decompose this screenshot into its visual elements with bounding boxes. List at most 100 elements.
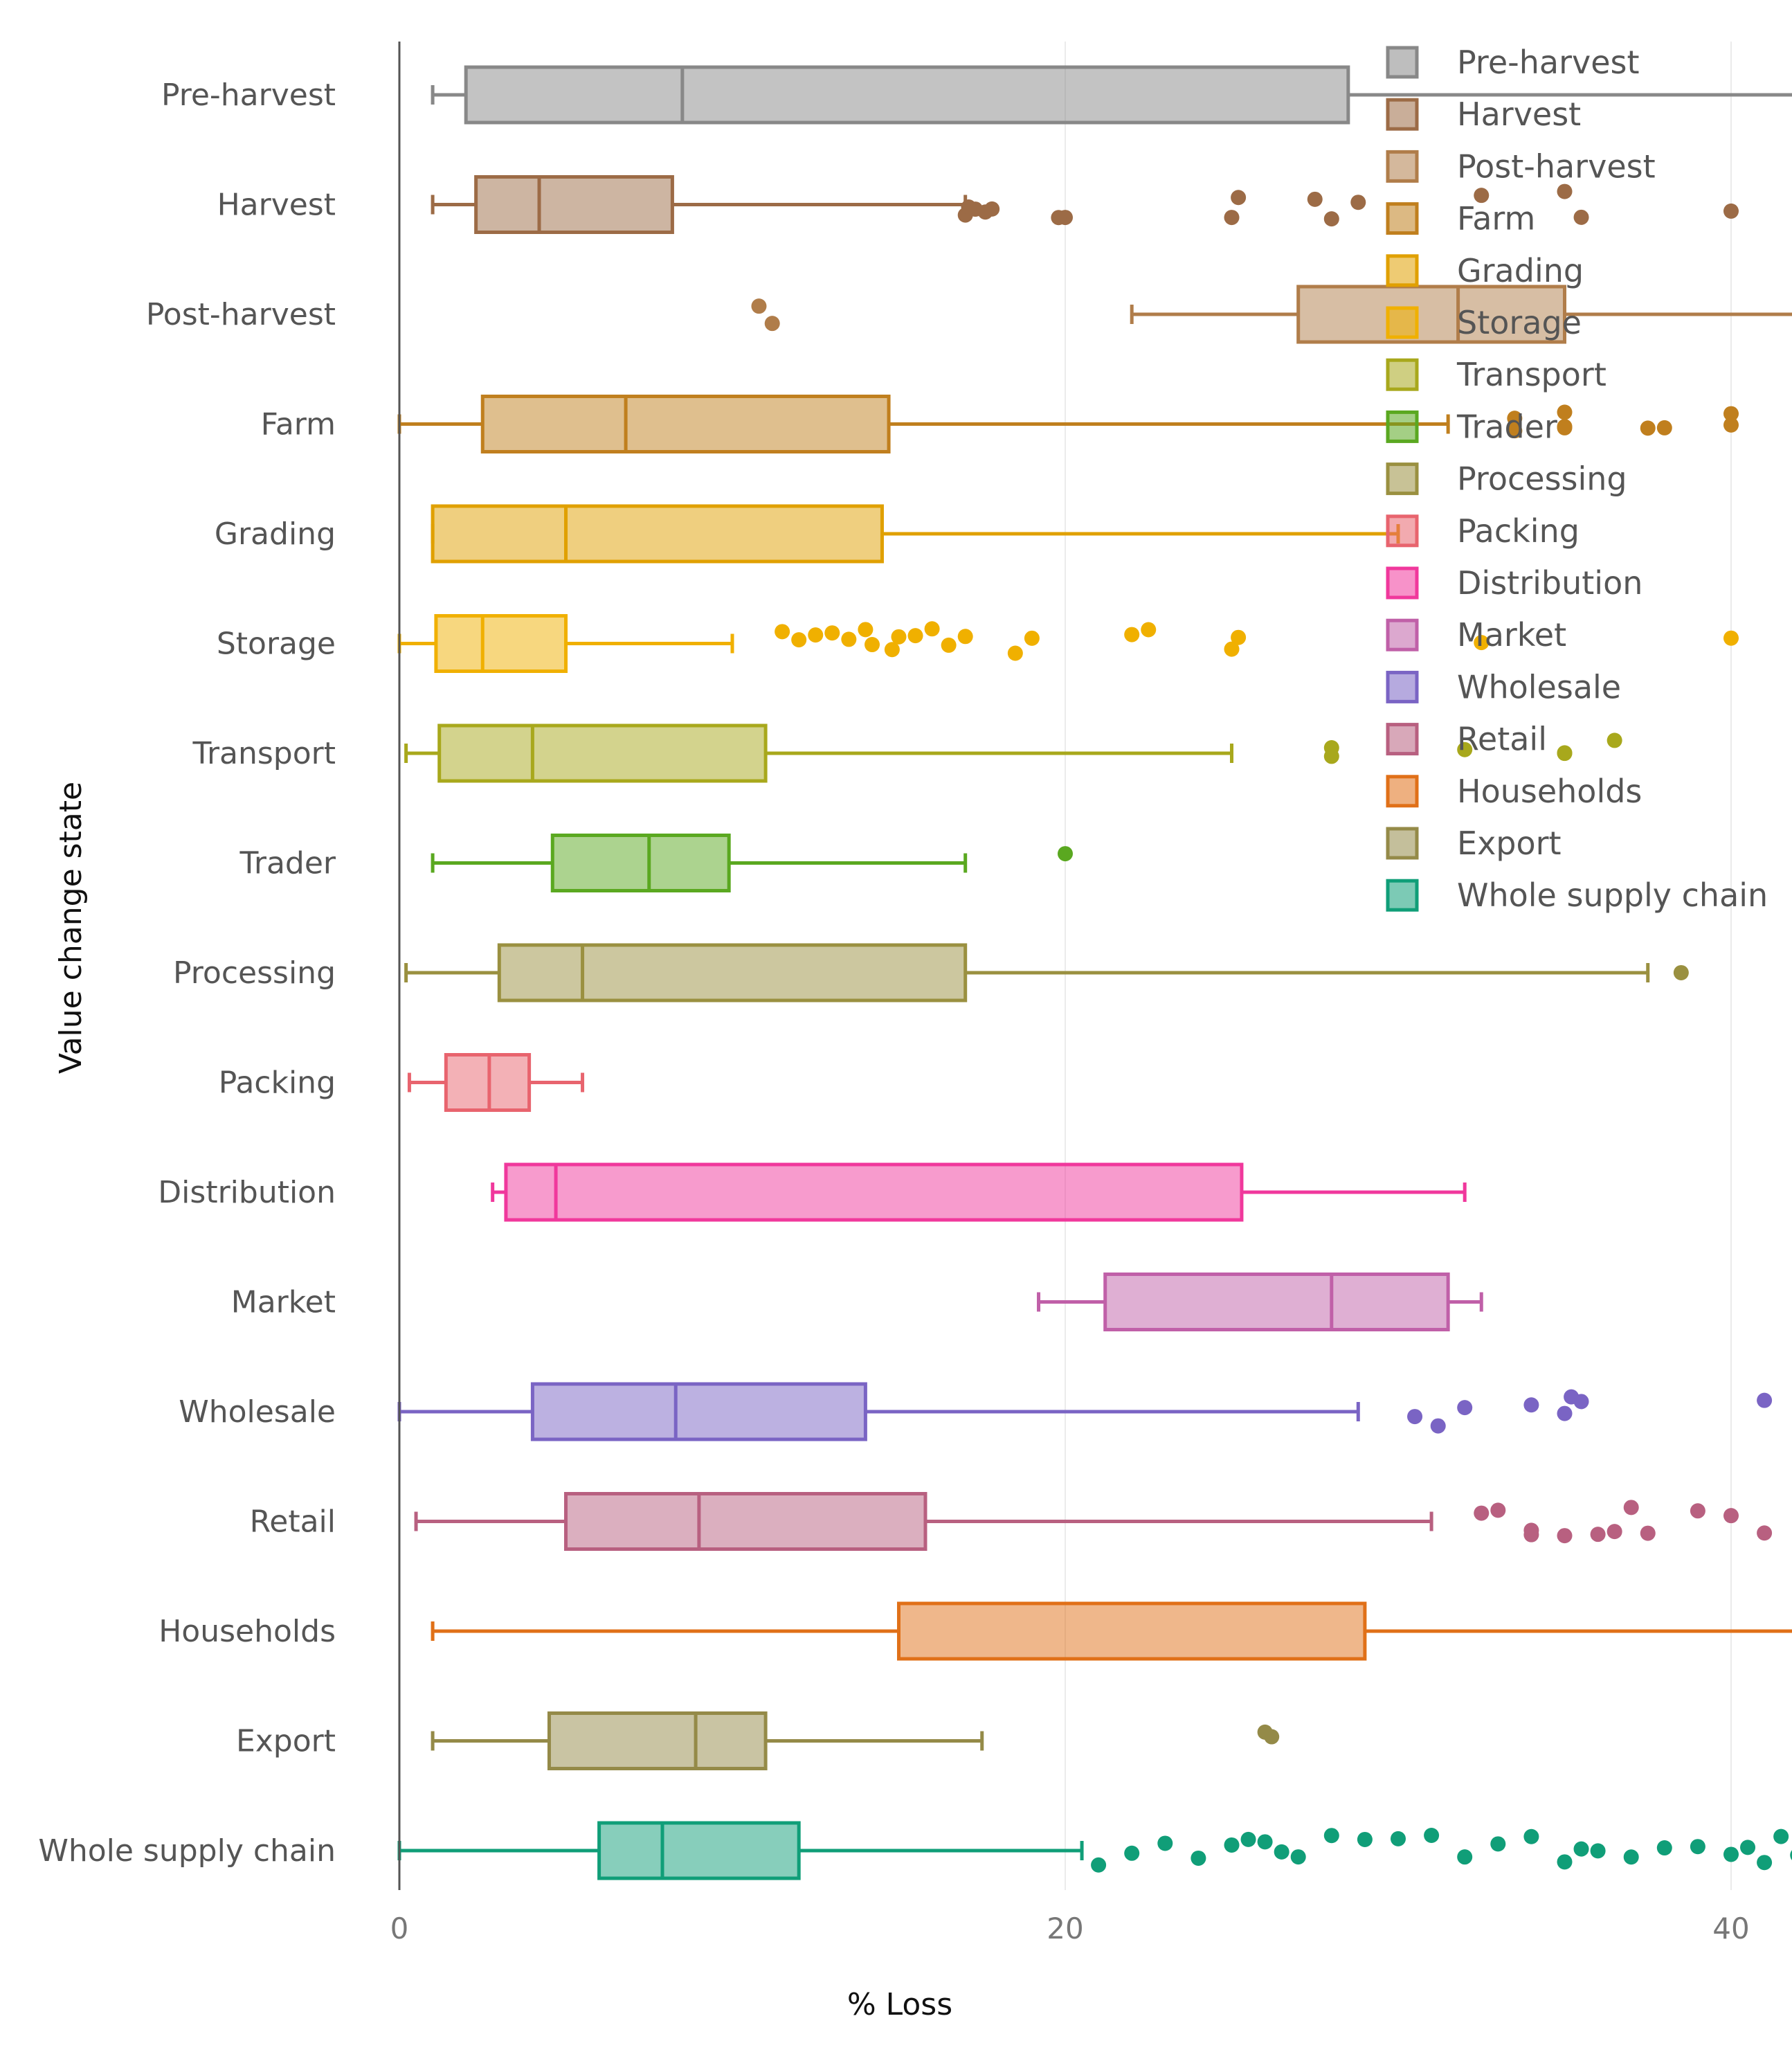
legend-swatch xyxy=(1386,879,1419,912)
legend-item: Trader xyxy=(1386,408,1557,445)
category-label: Households xyxy=(159,1614,336,1649)
legend-swatch xyxy=(1386,827,1419,860)
outlier-point xyxy=(841,631,857,647)
outlier-point xyxy=(1507,423,1523,439)
outlier-point xyxy=(1723,203,1739,219)
x-tick-label: 0 xyxy=(390,1912,409,1945)
category-label: Whole supply chain xyxy=(38,1833,336,1869)
category-label: Export xyxy=(236,1724,336,1759)
outlier-point xyxy=(764,316,780,332)
outlier-point xyxy=(1231,629,1247,645)
box-iqr xyxy=(437,723,768,783)
category-label: Farm xyxy=(261,407,336,442)
legend-swatch xyxy=(1386,670,1419,703)
box-iqr xyxy=(564,1492,927,1551)
box-iqr xyxy=(897,1601,1367,1661)
box-iqr xyxy=(504,1162,1244,1222)
box-iqr xyxy=(464,65,1350,125)
legend-label: Retail xyxy=(1457,721,1547,758)
x-axis-title: % Loss xyxy=(847,1987,952,2022)
legend-swatch xyxy=(1386,514,1419,548)
outlier-point xyxy=(1290,1849,1306,1865)
box-post-harvest xyxy=(751,285,1792,344)
outlier-point xyxy=(1723,417,1739,433)
outlier-point xyxy=(1656,420,1672,435)
legend-item: Wholesale xyxy=(1386,668,1621,705)
legend-label: Transport xyxy=(1456,356,1607,393)
outlier-point xyxy=(1224,1837,1240,1853)
outlier-point xyxy=(1740,1840,1756,1855)
category-label: Market xyxy=(231,1285,336,1320)
outlier-point xyxy=(1757,1525,1773,1541)
outlier-point xyxy=(824,625,840,641)
outlier-point xyxy=(1323,740,1339,756)
legend-swatch xyxy=(1386,358,1419,391)
outlier-point xyxy=(865,637,880,653)
legend-label: Grading xyxy=(1457,252,1584,289)
box-iqr xyxy=(597,1821,801,1880)
outlier-point xyxy=(1757,1392,1773,1408)
legend-item: Distribution xyxy=(1386,564,1642,602)
legend-item: Pre-harvest xyxy=(1386,44,1640,81)
outlier-point xyxy=(1490,1502,1506,1518)
legend-label: Distribution xyxy=(1457,564,1642,602)
legend-item: Processing xyxy=(1386,460,1627,498)
category-label: Retail xyxy=(250,1504,336,1540)
legend-item: Grading xyxy=(1386,252,1584,289)
outlier-point xyxy=(1323,211,1339,227)
legend-swatch xyxy=(1386,618,1419,651)
outlier-point xyxy=(1590,1527,1606,1543)
box-iqr xyxy=(547,1711,768,1770)
box-trader xyxy=(431,834,1073,892)
box-retail xyxy=(414,1492,1773,1551)
outlier-point xyxy=(1523,1828,1539,1844)
category-label: Trader xyxy=(239,846,336,881)
legend-swatch xyxy=(1386,775,1419,808)
legend-label: Export xyxy=(1457,825,1562,862)
outlier-point xyxy=(1474,188,1490,204)
outlier-point xyxy=(1157,1835,1173,1851)
legend-item: Export xyxy=(1386,825,1562,862)
outlier-point xyxy=(1640,420,1656,436)
outlier-point xyxy=(1573,1394,1589,1410)
legend-swatch xyxy=(1386,98,1419,131)
legend-item: Households xyxy=(1386,773,1642,810)
legend-label: Farm xyxy=(1457,200,1535,237)
outlier-point xyxy=(1773,1828,1789,1844)
outlier-point xyxy=(1323,1828,1339,1844)
x-tick-label: 20 xyxy=(1047,1912,1083,1945)
x-tick-labels: 0204060 xyxy=(390,1912,1750,1945)
category-label: Post-harvest xyxy=(146,297,336,332)
outlier-point xyxy=(1191,1850,1206,1866)
category-label: Pre-harvest xyxy=(161,78,336,113)
outlier-point xyxy=(1224,641,1240,657)
category-label: Wholesale xyxy=(179,1394,336,1430)
legend-swatch xyxy=(1386,306,1419,339)
legend-item: Packing xyxy=(1386,512,1580,550)
legend-item: Harvest xyxy=(1386,96,1581,133)
outlier-point xyxy=(1723,1508,1739,1524)
outlier-point xyxy=(1274,1844,1289,1860)
outlier-point xyxy=(1007,645,1023,661)
box-iqr xyxy=(1296,285,1566,344)
outlier-point xyxy=(924,621,940,637)
outlier-point xyxy=(1523,1397,1539,1413)
box-households xyxy=(431,1601,1792,1661)
outlier-point xyxy=(907,628,923,644)
legend-label: Post-harvest xyxy=(1457,147,1656,185)
outlier-point xyxy=(1723,630,1739,646)
outlier-point xyxy=(1474,1505,1490,1521)
legend-swatch xyxy=(1386,150,1419,183)
box-distribution xyxy=(491,1162,1467,1222)
category-label: Storage xyxy=(217,627,336,662)
outlier-point xyxy=(1723,406,1739,422)
legend-label: Storage xyxy=(1457,304,1582,341)
outlier-point xyxy=(1557,745,1573,761)
outlier-point xyxy=(751,298,767,314)
box-farm xyxy=(397,395,1739,453)
outlier-point xyxy=(1357,1831,1373,1847)
outlier-point xyxy=(1507,411,1523,426)
outlier-point xyxy=(1623,1500,1639,1516)
legend-swatch xyxy=(1386,202,1419,235)
